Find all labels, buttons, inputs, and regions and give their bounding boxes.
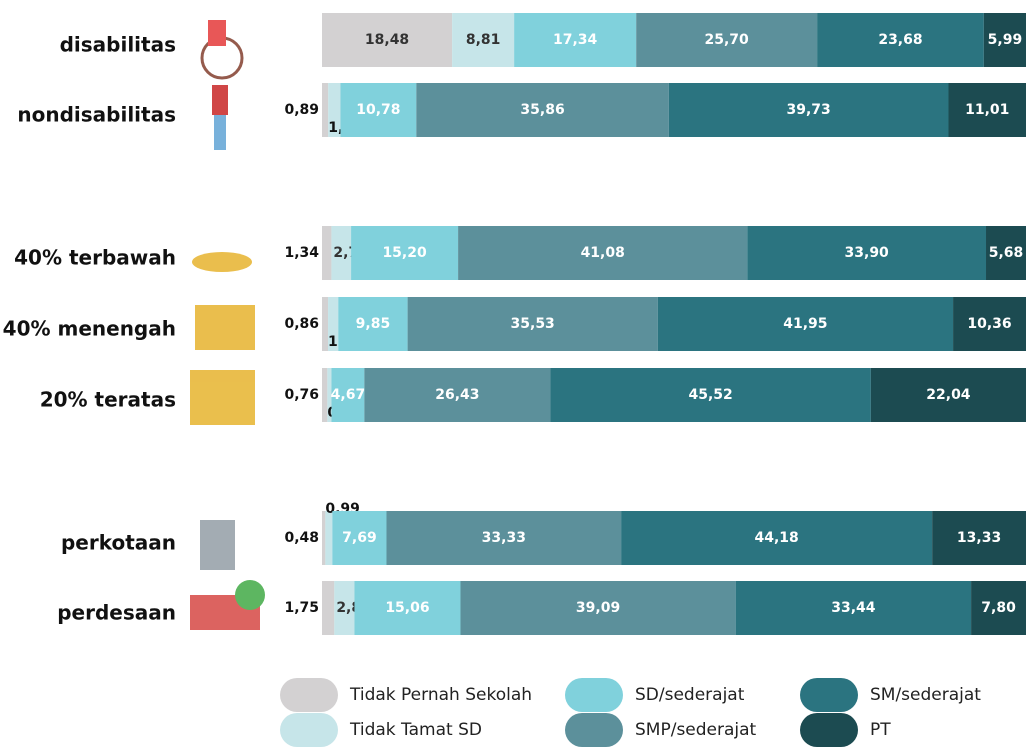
value-label: 0,86 xyxy=(284,316,319,332)
value-label: 22,04 xyxy=(926,387,971,403)
legend-swatch xyxy=(800,678,858,712)
value-label: 9,85 xyxy=(356,316,391,332)
bar-segment xyxy=(331,368,365,422)
value-label: 4,67 xyxy=(331,387,366,403)
category-label: 20% teratas xyxy=(40,388,176,412)
bar-segment xyxy=(460,581,736,635)
value-label: 8,81 xyxy=(466,32,501,48)
bar-segment xyxy=(331,226,352,280)
bar-segment xyxy=(364,368,551,422)
value-label: 15,20 xyxy=(382,245,427,261)
bar-segment xyxy=(386,511,622,565)
value-label: 41,95 xyxy=(783,316,827,332)
bar-segment xyxy=(870,368,1026,422)
value-label: 1,75 xyxy=(284,600,319,616)
bar-segment xyxy=(416,83,669,137)
legend-swatch xyxy=(565,678,623,712)
bar-segment xyxy=(657,297,954,351)
value-label: 10,78 xyxy=(356,102,400,118)
legend-label: PT xyxy=(870,720,891,740)
category-label: nondisabilitas xyxy=(17,103,176,127)
category-label: perkotaan xyxy=(61,531,176,555)
category-label: disabilitas xyxy=(60,33,176,57)
legend-label: SMP/sederajat xyxy=(635,720,757,740)
bar-segment xyxy=(452,13,515,67)
bar-segment xyxy=(986,226,1026,280)
bar-segment xyxy=(932,511,1026,565)
bar-segment xyxy=(338,297,408,351)
value-label: 0,89 xyxy=(284,102,319,118)
bar-segment xyxy=(322,83,329,137)
value-label: 35,53 xyxy=(511,316,555,332)
bar-segment xyxy=(328,83,341,137)
value-label: 7,69 xyxy=(342,530,377,546)
legend-swatch xyxy=(280,713,338,747)
bar-segment xyxy=(340,83,417,137)
value-label: 1,34 xyxy=(284,245,319,261)
value-label: 0,76 xyxy=(284,387,319,403)
bar-segment xyxy=(458,226,748,280)
legend-swatch xyxy=(800,713,858,747)
value-label: 33,90 xyxy=(845,245,890,261)
legend-label: Tidak Pernah Sekolah xyxy=(349,685,532,705)
category-label: perdesaan xyxy=(57,601,176,625)
value-label: 26,43 xyxy=(435,387,479,403)
legend-label: SM/sederajat xyxy=(870,685,981,705)
value-label: 7,80 xyxy=(981,600,1016,616)
bar-segment xyxy=(334,581,355,635)
value-label: 45,52 xyxy=(688,387,732,403)
value-label: 44,18 xyxy=(754,530,798,546)
bar-segment xyxy=(735,581,972,635)
bar-segment xyxy=(983,13,1026,67)
legend-swatch xyxy=(280,678,338,712)
bar-segment xyxy=(948,83,1026,137)
legend-swatch xyxy=(565,713,623,747)
value-label: 35,86 xyxy=(520,102,564,118)
value-label: 18,48 xyxy=(365,32,409,48)
value-label: 0,48 xyxy=(284,530,319,546)
value-label: 10,36 xyxy=(967,316,1011,332)
value-label: 25,70 xyxy=(705,32,750,48)
bar-segment xyxy=(332,511,387,565)
bar-segment xyxy=(971,581,1026,635)
value-label: 15,06 xyxy=(385,600,429,616)
bar-segment xyxy=(322,13,453,67)
bar-segment xyxy=(322,226,332,280)
bar-segment xyxy=(550,368,871,422)
legend-label: SD/sederajat xyxy=(635,685,745,705)
bar-segment xyxy=(354,581,461,635)
bar-segment xyxy=(328,297,339,351)
value-label: 33,33 xyxy=(482,530,526,546)
bar-segment xyxy=(621,511,933,565)
bar-segment xyxy=(351,226,459,280)
legend-label: Tidak Tamat SD xyxy=(349,720,482,740)
category-label: 40% menengah xyxy=(3,317,176,341)
bar-segment xyxy=(817,13,984,67)
bar-segment xyxy=(322,368,328,422)
value-label: 5,68 xyxy=(989,245,1024,261)
value-label: 33,44 xyxy=(831,600,876,616)
bar-segment xyxy=(327,368,332,422)
bar-segment xyxy=(325,511,333,565)
bar-segment xyxy=(668,83,949,137)
bar-segment xyxy=(407,297,658,351)
value-label: 17,34 xyxy=(553,32,598,48)
value-label: 11,01 xyxy=(965,102,1009,118)
value-label: 13,33 xyxy=(957,530,1001,546)
value-label: 41,08 xyxy=(581,245,625,261)
bar-segment xyxy=(953,297,1026,351)
value-label: 39,73 xyxy=(786,102,830,118)
value-label: 5,99 xyxy=(988,32,1023,48)
bar-segment xyxy=(747,226,987,280)
value-label: 23,68 xyxy=(878,32,922,48)
bar-segment xyxy=(514,13,637,67)
bar-segment xyxy=(322,511,326,565)
bar-segment xyxy=(322,581,335,635)
value-label: 39,09 xyxy=(576,600,620,616)
icons xyxy=(190,20,265,630)
category-label: 40% terbawah xyxy=(14,246,176,270)
bar-segment xyxy=(322,297,329,351)
bar-segment xyxy=(636,13,818,67)
